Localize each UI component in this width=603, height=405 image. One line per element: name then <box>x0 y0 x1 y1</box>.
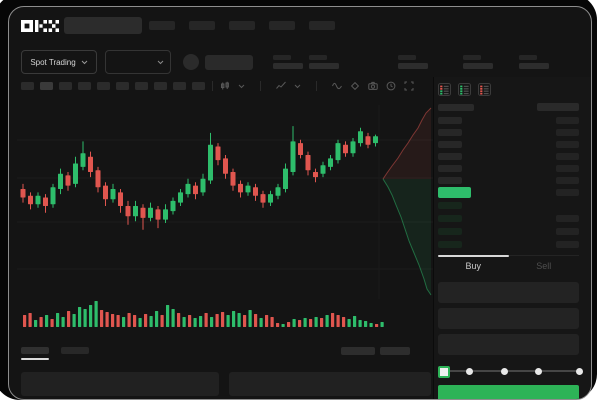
timeframe-button[interactable] <box>97 82 110 90</box>
chevron-down-icon <box>81 60 88 64</box>
draw-icon[interactable] <box>350 81 360 91</box>
order-panel: Buy Sell <box>433 77 591 399</box>
bid-row[interactable] <box>438 225 579 238</box>
book-asks-icon[interactable] <box>478 83 491 96</box>
ask-row[interactable] <box>438 138 579 150</box>
tab-buy[interactable]: Buy <box>465 261 481 271</box>
fullscreen-icon[interactable] <box>404 81 414 91</box>
timeframe-button[interactable] <box>116 82 129 90</box>
timeframe-button[interactable] <box>21 82 34 90</box>
price-chart-canvas[interactable] <box>17 95 433 339</box>
slider-track[interactable] <box>438 370 579 372</box>
bid-row[interactable] <box>438 199 579 212</box>
nav-item[interactable] <box>149 21 175 30</box>
market-type-selector[interactable]: Spot Trading <box>21 50 97 74</box>
pair-name-placeholder <box>205 54 253 70</box>
orderbook-header <box>438 103 579 111</box>
bid-row[interactable] <box>438 238 579 251</box>
bottom-tab[interactable] <box>61 347 89 354</box>
bottom-tab-active[interactable] <box>21 347 49 354</box>
buy-tab-indicator <box>438 255 509 257</box>
amount-slider[interactable] <box>438 365 583 378</box>
orderbook-view-toggles <box>438 83 579 96</box>
trade-tabs: Buy Sell <box>438 255 579 276</box>
book-combined-icon[interactable] <box>438 83 451 96</box>
timeframe-buttons <box>21 82 205 90</box>
ticker-stat-price <box>273 55 303 69</box>
nav-item[interactable] <box>269 21 295 30</box>
ask-row[interactable] <box>438 150 579 162</box>
price-field[interactable] <box>438 282 579 303</box>
bottom-action-placeholder[interactable] <box>341 347 375 355</box>
nav-menu <box>149 21 335 30</box>
timeframe-button[interactable] <box>135 82 148 90</box>
book-bids-icon[interactable] <box>458 83 471 96</box>
last-price-row[interactable] <box>438 186 579 199</box>
top-nav <box>21 17 335 34</box>
ticker-bar: Spot Trading <box>21 49 549 75</box>
chevron-down-icon <box>157 60 164 64</box>
slider-dot[interactable] <box>534 367 542 375</box>
search-input[interactable] <box>64 17 142 34</box>
bottom-input-left[interactable] <box>21 372 219 396</box>
slider-dot[interactable] <box>575 367 583 375</box>
app-window: Spot Trading <box>8 6 592 400</box>
okx-logo <box>21 19 59 32</box>
coin-avatar <box>183 54 199 70</box>
slider-dot[interactable] <box>465 367 473 375</box>
bottom-input-right[interactable] <box>229 372 431 396</box>
ticker-stat-low <box>463 55 493 69</box>
chart-toolbar <box>21 81 414 91</box>
volume-series <box>23 301 384 327</box>
timeframe-button[interactable] <box>78 82 91 90</box>
slider-dot[interactable] <box>500 367 508 375</box>
slider-handle[interactable] <box>438 366 450 378</box>
timeframe-button[interactable] <box>154 82 167 90</box>
clock-icon[interactable] <box>386 81 396 91</box>
ticker-stat-high <box>398 55 428 69</box>
timeframe-button[interactable] <box>59 82 72 90</box>
chevron-down-icon[interactable] <box>294 84 301 89</box>
bid-row[interactable] <box>438 212 579 225</box>
camera-icon[interactable] <box>368 81 378 91</box>
last-price-badge <box>438 187 471 198</box>
orderbook-bids <box>438 199 579 251</box>
timeframe-button[interactable] <box>40 82 53 90</box>
orderbook-asks <box>438 114 579 186</box>
bottom-tab-indicator <box>21 358 49 360</box>
ticker-stat-change <box>309 55 339 69</box>
nav-item[interactable] <box>229 21 255 30</box>
nav-item[interactable] <box>309 21 335 30</box>
chart-tools <box>220 81 414 91</box>
candlestick-series <box>20 126 378 230</box>
ask-row[interactable] <box>438 126 579 138</box>
total-field[interactable] <box>438 334 579 355</box>
ticker-stat-volume <box>519 55 549 69</box>
pair-selector-dropdown[interactable] <box>105 50 171 74</box>
indicators-icon[interactable] <box>276 81 286 91</box>
nav-item[interactable] <box>189 21 215 30</box>
amount-field[interactable] <box>438 308 579 329</box>
bottom-action-placeholder[interactable] <box>380 347 410 355</box>
toolbar-divider <box>260 81 261 91</box>
market-type-label: Spot Trading <box>30 57 76 67</box>
toolbar-divider <box>212 81 213 91</box>
ask-row[interactable] <box>438 114 579 126</box>
chevron-down-icon[interactable] <box>238 84 245 89</box>
ask-row[interactable] <box>438 162 579 174</box>
ask-row[interactable] <box>438 174 579 186</box>
candle-style-icon[interactable] <box>220 81 230 91</box>
wave-icon[interactable] <box>332 81 342 91</box>
toolbar-divider <box>316 81 317 91</box>
timeframe-button[interactable] <box>173 82 186 90</box>
submit-buy-button[interactable] <box>438 385 579 399</box>
tab-sell[interactable]: Sell <box>536 261 552 271</box>
timeframe-button[interactable] <box>192 82 205 90</box>
